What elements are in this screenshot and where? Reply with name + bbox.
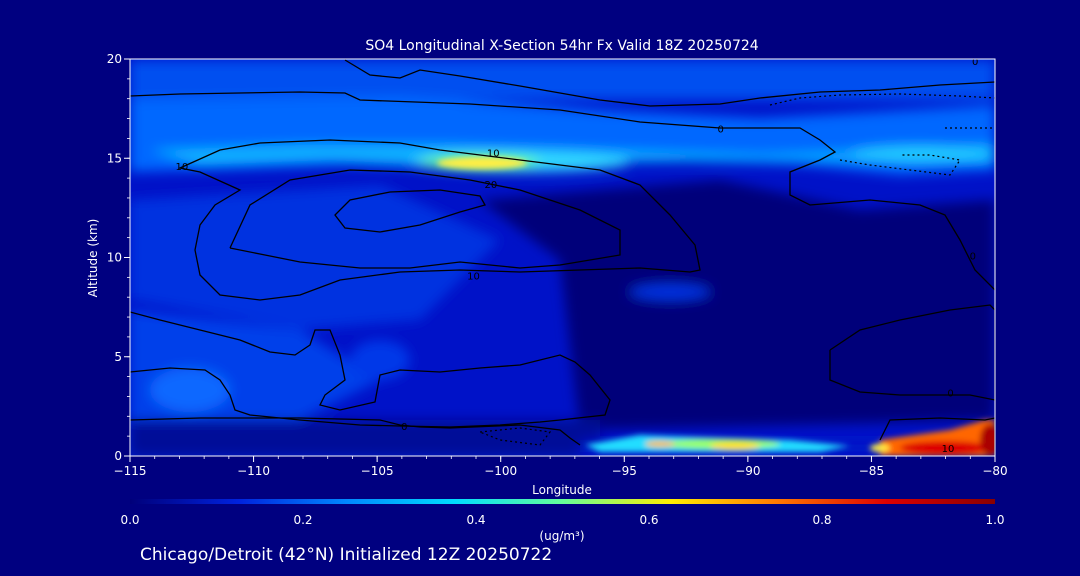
y-axis-label: Altitude (km) [86,219,100,298]
boundary-dark [130,420,600,456]
x-tick-label: −85 [859,464,884,478]
left-midlevel [130,185,500,330]
contour-labels: 10 20 10 10 0 0 0 0 0 10 [176,57,979,455]
y-axis: 0 5 10 15 20 [107,52,130,463]
chart-title: SO4 Longitudinal X-Section 54hr Fx Valid… [365,38,758,54]
left-small-patch [350,340,410,380]
x-tick-label: −100 [484,464,517,478]
dark-core [480,180,995,430]
east-plume-yellow [870,444,890,452]
y-tick-label: 20 [107,52,122,66]
footer-text: Chicago/Detroit (42°N) Initialized 12Z 2… [140,545,552,565]
contour-label: 0 [972,57,978,68]
contour-inner [334,189,486,233]
colorbar [130,499,995,504]
colorbar-tick-label: 0.4 [466,513,485,527]
y-tick-label: 5 [114,350,122,364]
contour-lines [130,59,995,456]
contour-label: 10 [176,162,189,173]
mid-right-patch [630,284,710,300]
contour-20 [229,169,621,269]
contour-label: 0 [717,124,723,135]
heatmap-field: 10 20 10 10 0 0 0 0 0 10 [130,57,995,456]
contour-surface [130,417,581,446]
contour-0-upper-left [344,59,995,107]
colorbar-tick-label: 0.2 [293,513,312,527]
left-lower-patch [150,368,230,412]
x-tick-label: −80 [982,464,1007,478]
band-right-cyan [850,146,990,162]
east-plume-red [900,441,990,455]
x-tick-label: −95 [612,464,637,478]
colorbar-unit-label: (ug/m³) [539,529,584,543]
contour-right-surface [879,417,995,456]
contour-right-lower [829,304,995,401]
contour-label: 10 [487,148,500,159]
x-axis: −115 −110 −105 −100 −95 −90 −85 −80 [114,456,1008,478]
contour-dotted-top [769,93,995,106]
colorbar-tick-label: 0.0 [120,513,139,527]
east-plume-darkred [980,424,995,456]
contour-left-lower [130,311,611,428]
x-tick-label: −90 [735,464,760,478]
y-tick-label: 15 [107,151,122,165]
y-tick-label: 0 [114,449,122,463]
contour-label: 10 [942,444,955,455]
surface-plume-orange [645,441,675,447]
contour-label: 0 [401,422,407,433]
x-tick-label: −115 [114,464,147,478]
x-tick-label: −110 [237,464,270,478]
contour-0-top [130,91,995,291]
x-tick-label: −105 [361,464,394,478]
contour-dotted-surface [479,427,552,446]
colorbar-tick-label: 1.0 [985,513,1004,527]
colorbar-tick-label: 0.6 [639,513,658,527]
y-tick-label: 10 [107,251,122,265]
contour-10-outer [177,139,701,301]
contour-label: 10 [467,271,480,282]
x-axis-label: Longitude [532,483,592,497]
contour-dotted-right [839,154,962,176]
surface-plume-yellow [710,442,760,450]
colorbar-ticks: 0.0 0.2 0.4 0.6 0.8 1.0 [120,513,1004,527]
contour-label: 0 [970,252,976,263]
contour-label: 0 [947,388,953,399]
contour-label: 20 [484,180,497,191]
colorbar-tick-label: 0.8 [812,513,831,527]
upper-yellow [437,157,527,169]
